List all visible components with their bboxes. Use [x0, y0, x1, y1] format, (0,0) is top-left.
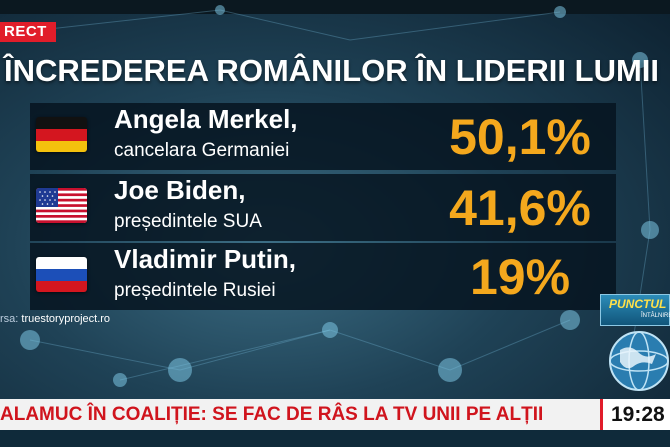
leader-row-putin: Vladimir Putin, președintele Rusiei 19%: [30, 243, 616, 310]
bottom-strip: [0, 430, 670, 447]
ticker-text: ALAMUC ÎN COALIȚIE: SE FAC DE RÂS LA TV …: [0, 404, 544, 425]
leader-role: președintele Rusiei: [114, 280, 276, 301]
show-logo: PUNCTUL ÎNTÂLNIRE: [600, 294, 670, 326]
globe-icon: [609, 331, 669, 391]
leader-role: președintele SUA: [114, 211, 262, 232]
leader-row-merkel: Angela Merkel, cancelara Germaniei 50,1%: [30, 103, 616, 170]
clock: 19:28: [600, 399, 670, 430]
source-credit: rsa: truestoryproject.ro: [0, 309, 110, 329]
usa-flag-icon: [36, 188, 87, 223]
trust-percentage: 41,6%: [449, 180, 591, 236]
leader-role: cancelara Germaniei: [114, 140, 290, 161]
leader-name: Joe Biden,: [114, 175, 246, 205]
germany-flag-icon: [36, 117, 87, 152]
source-value: truestoryproject.ro: [21, 313, 111, 325]
top-edge: [0, 0, 670, 14]
show-logo-line1: PUNCTUL: [609, 297, 667, 311]
source-label: rsa:: [0, 313, 19, 325]
live-badge: RECT: [0, 22, 56, 42]
leader-name: Vladimir Putin,: [114, 244, 297, 274]
leader-row-biden: Joe Biden, președintele SUA 41,6%: [30, 174, 616, 241]
leader-name: Angela Merkel,: [114, 104, 298, 134]
trust-percentage: 19%: [469, 249, 571, 305]
show-logo-line2: ÎNTÂLNIRE: [641, 313, 670, 319]
russia-flag-icon: [36, 257, 87, 292]
headline-title: ÎNCREDEREA ROMÂNILOR ÎN LIDERII LUMII: [4, 53, 660, 88]
news-ticker: ALAMUC ÎN COALIȚIE: SE FAC DE RÂS LA TV …: [0, 399, 670, 430]
trust-percentage: 50,1%: [449, 109, 591, 165]
